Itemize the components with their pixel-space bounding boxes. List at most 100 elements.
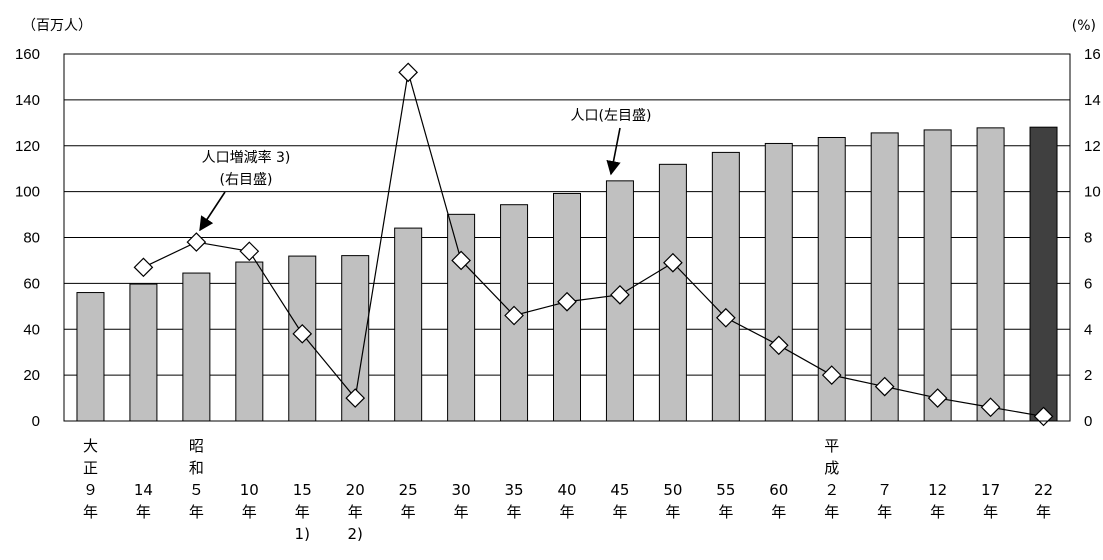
x-tick-label: 年 — [559, 503, 574, 521]
x-tick-label: 年 — [771, 503, 786, 521]
x-axis-labels: 大正 ９ 年 14 年 昭和 ５ 年 10 年 15 年 1) 20 年 2) 25 年 30 年 35 年 40 年 45 年 5… — [83, 437, 1053, 543]
bar — [394, 227, 423, 422]
right-axis-unit: (%) — [1072, 18, 1096, 34]
growth-rate-point — [345, 388, 366, 408]
x-tick-label: 1) — [295, 525, 310, 543]
bar — [764, 142, 793, 422]
x-tick-label: 55 — [716, 481, 735, 499]
x-tick-label: 年 — [983, 503, 998, 521]
annotation-arrow — [199, 191, 226, 232]
bar — [1029, 126, 1058, 422]
x-tick-label: 年 — [507, 503, 522, 521]
x-tick-label: 年 — [1036, 503, 1051, 521]
x-tick-label: 15 — [293, 481, 312, 499]
x-tick-label: 年 — [665, 503, 680, 521]
y-left-tick-label: 160 — [15, 46, 40, 63]
y-right-tick-label: 8 — [1084, 230, 1092, 247]
y-right-tick-label: 12 — [1084, 138, 1101, 155]
annotation-growth-rate-label: 人口増減率 3) — [202, 149, 291, 166]
x-tick-label: ２ — [824, 481, 839, 499]
x-tick-label: 年 — [718, 503, 733, 521]
x-tick-label: 年 — [83, 503, 98, 521]
x-tick-label: 12 — [928, 481, 947, 499]
x-tick-label: 10 — [240, 481, 259, 499]
x-tick-label: 60 — [769, 481, 788, 499]
annotation-arrow — [606, 127, 621, 176]
x-tick-label: 35 — [505, 481, 524, 499]
y-left-tick-label: 60 — [23, 275, 40, 292]
x-tick-label: 年 — [295, 503, 310, 521]
growth-rate-point — [610, 284, 630, 305]
x-tick-label: 年 — [930, 503, 945, 521]
x-tick-label: 22 — [1034, 481, 1053, 499]
left-axis-unit: （百万人） — [22, 18, 92, 34]
x-tick-label: 年 — [877, 503, 892, 521]
growth-rate-series — [133, 62, 1054, 427]
growth-rate-point — [398, 62, 419, 83]
bar — [711, 151, 740, 422]
growth-rate-point — [239, 241, 260, 262]
y-right-tick-label: 2 — [1084, 367, 1092, 384]
x-tick-label: 大 — [83, 437, 98, 455]
x-tick-label: ７ — [877, 481, 892, 499]
x-tick-label: 45 — [610, 481, 629, 499]
y-left-tick-label: 100 — [15, 184, 40, 201]
annotation-population-label: 人口(左目盛) — [571, 108, 652, 124]
y-right-tick-label: 10 — [1084, 184, 1101, 201]
bar — [447, 213, 476, 422]
growth-rate-point — [663, 252, 683, 273]
growth-rate-point — [768, 335, 789, 356]
x-tick-label: 平 — [824, 437, 839, 455]
x-tick-label: 年 — [189, 503, 204, 521]
growth-rate-point — [557, 291, 577, 312]
x-tick-label: 年 — [824, 503, 839, 521]
x-tick-label: 昭 — [189, 437, 204, 455]
annotation-growth-rate-axis: (右目盛) — [220, 172, 273, 188]
x-tick-label: 30 — [452, 481, 471, 499]
growth-rate-line — [143, 72, 1044, 418]
growth-rate-point — [451, 250, 471, 271]
bar — [129, 283, 158, 422]
axes: 0 20 40 60 80 100 120 140 160 0 2 4 6 8 10 12 14 16 — [15, 46, 1101, 430]
y-right-tick-label: 14 — [1084, 92, 1101, 109]
y-right-tick-label: 0 — [1084, 413, 1092, 430]
bar — [870, 132, 899, 422]
x-tick-label: ９ — [83, 481, 98, 499]
x-tick-label: ５ — [189, 481, 204, 499]
x-tick-label: 年 — [454, 503, 469, 521]
x-tick-label: 50 — [663, 481, 682, 499]
y-left-tick-label: 80 — [23, 230, 40, 247]
bar — [817, 136, 846, 422]
y-right-tick-label: 4 — [1084, 321, 1092, 338]
x-tick-label: 年 — [242, 503, 257, 521]
y-left-tick-label: 0 — [32, 413, 40, 430]
growth-rate-point — [504, 305, 524, 326]
x-tick-label: 年 — [612, 503, 627, 521]
growth-rate-point — [292, 323, 313, 344]
x-tick-label: 年 — [348, 503, 363, 521]
x-tick-label: 40 — [557, 481, 576, 499]
x-tick-label: 和 — [189, 459, 204, 477]
bar — [976, 127, 1005, 422]
bar — [658, 163, 687, 422]
x-tick-label: 25 — [399, 481, 418, 499]
y-left-tick-label: 40 — [23, 321, 40, 338]
y-right-tick-label: 6 — [1084, 275, 1092, 292]
plot-frame — [63, 53, 1071, 422]
bar — [923, 129, 952, 422]
x-tick-label: 正 — [83, 459, 98, 477]
x-tick-label: 20 — [346, 481, 365, 499]
y-left-tick-label: 140 — [15, 92, 40, 109]
x-tick-label: 成 — [824, 459, 839, 477]
bar — [235, 261, 264, 422]
bar — [182, 272, 211, 422]
bar-series — [76, 126, 1058, 422]
x-tick-label: 年 — [401, 503, 416, 521]
growth-rate-point — [927, 388, 948, 408]
y-right-tick-label: 16 — [1084, 46, 1101, 63]
growth-rate-point — [133, 257, 154, 278]
x-tick-label: 2) — [348, 525, 363, 543]
growth-rate-point — [874, 376, 895, 397]
bar — [76, 292, 105, 422]
